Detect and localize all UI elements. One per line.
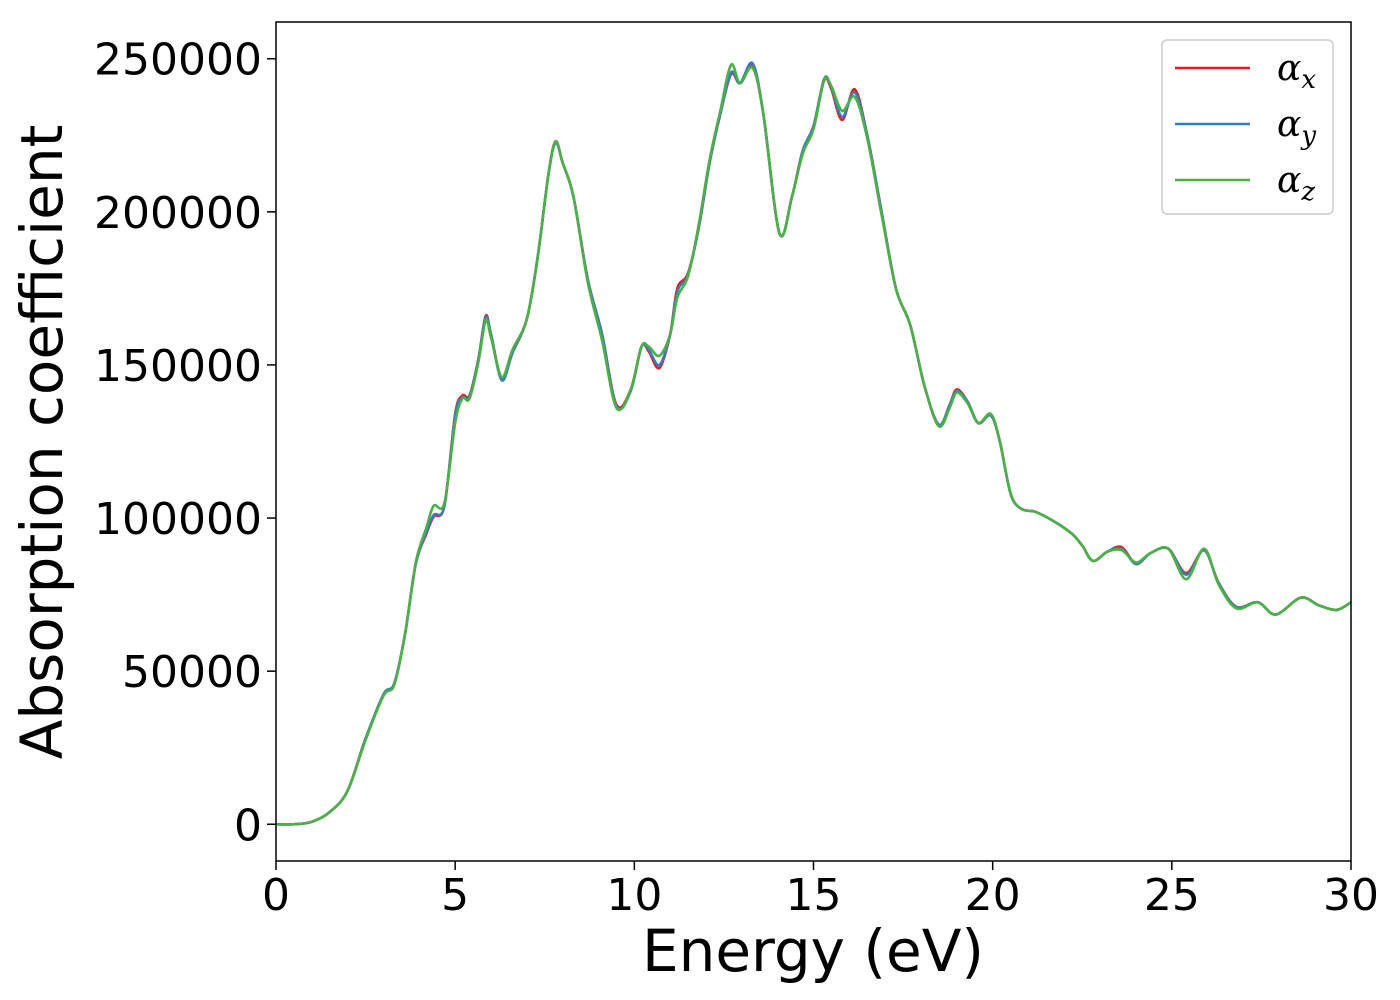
legend-box [1161, 39, 1334, 215]
x-tick-label: 25 [1144, 870, 1200, 921]
y-axis-title: Absorption coefficient [8, 125, 76, 760]
y-tick-label: 250000 [94, 35, 262, 86]
y-tick-label: 50000 [122, 647, 262, 698]
y-tick-label: 150000 [94, 341, 262, 392]
x-tick-label: 20 [965, 870, 1021, 921]
y-tick-label: 100000 [94, 494, 262, 545]
series-line-alpha-z [276, 63, 1351, 826]
y-tick-label: 200000 [94, 188, 262, 239]
x-tick-label: 0 [262, 870, 290, 921]
y-tick-label: 0 [234, 800, 262, 851]
x-tick-label: 5 [441, 870, 469, 921]
x-axis-title: Energy (eV) [642, 917, 984, 985]
series-layer [276, 61, 1351, 826]
x-tick-label: 30 [1323, 870, 1379, 921]
x-axis: 0 5 10 15 20 25 30 [262, 861, 1379, 921]
y-axis: 0 50000 100000 150000 200000 250000 [94, 35, 276, 851]
x-tick-label: 10 [606, 870, 662, 921]
x-tick-label: 15 [786, 870, 842, 921]
